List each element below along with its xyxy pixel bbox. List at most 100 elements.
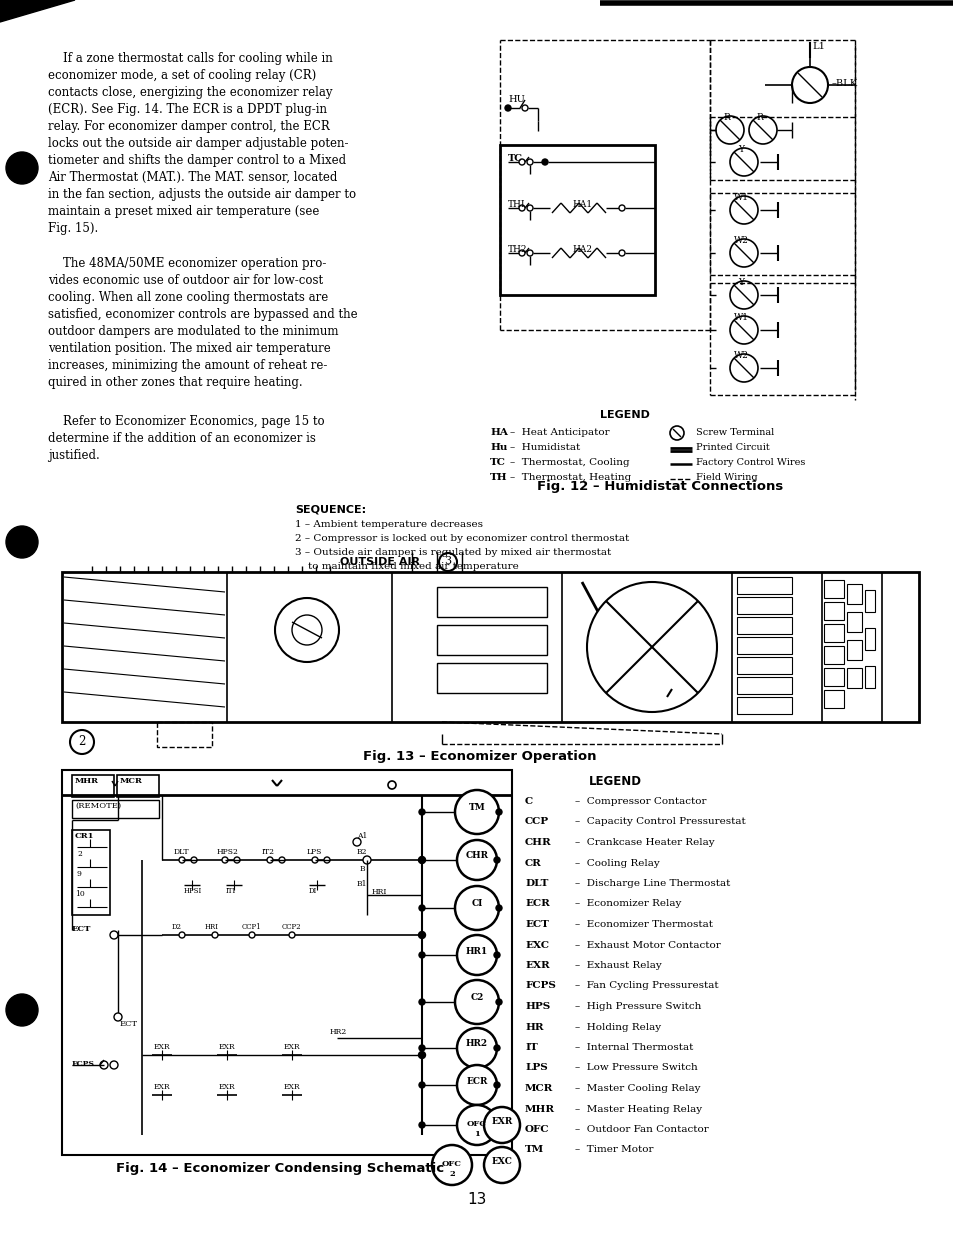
- Text: B1: B1: [356, 881, 367, 888]
- Text: EXC: EXC: [524, 941, 548, 950]
- Text: Refer to Economizer Economics, page 15 to: Refer to Economizer Economics, page 15 t…: [48, 415, 324, 429]
- Text: EXR: EXR: [219, 1044, 235, 1051]
- Text: EXR: EXR: [153, 1044, 171, 1051]
- Circle shape: [418, 857, 424, 863]
- Bar: [436, 625, 546, 655]
- Text: Fig. 12 – Humidistat Connections: Fig. 12 – Humidistat Connections: [537, 480, 782, 493]
- Text: CHR: CHR: [524, 839, 551, 847]
- Text: 2 – Compressor is locked out by economizer control thermostat: 2 – Compressor is locked out by economiz…: [294, 534, 629, 543]
- Bar: [846, 640, 862, 659]
- Circle shape: [179, 932, 185, 939]
- Text: HPS: HPS: [524, 1002, 550, 1011]
- Text: –  Discharge Line Thermostat: – Discharge Line Thermostat: [575, 879, 730, 888]
- Text: –  Heat Anticipator: – Heat Anticipator: [510, 429, 609, 437]
- Text: 2: 2: [449, 1170, 455, 1178]
- Text: –  Economizer Thermostat: – Economizer Thermostat: [575, 920, 712, 929]
- Text: 10: 10: [75, 890, 85, 898]
- Text: HA2: HA2: [572, 245, 592, 254]
- Text: CHR: CHR: [465, 851, 488, 861]
- Text: ventilation position. The mixed air temperature: ventilation position. The mixed air temp…: [48, 342, 331, 354]
- Circle shape: [716, 116, 743, 144]
- Circle shape: [179, 857, 185, 863]
- Circle shape: [212, 932, 218, 939]
- Text: –  High Pressure Switch: – High Pressure Switch: [575, 1002, 700, 1011]
- Text: –  Exhaust Motor Contactor: – Exhaust Motor Contactor: [575, 941, 720, 950]
- Text: C: C: [524, 797, 533, 806]
- Text: W2: W2: [733, 351, 748, 359]
- Text: If a zone thermostat calls for cooling while in: If a zone thermostat calls for cooling w…: [48, 52, 333, 65]
- Bar: [71, 830, 110, 915]
- Circle shape: [456, 1065, 497, 1105]
- Text: 1: 1: [474, 1130, 479, 1137]
- Text: ECT: ECT: [524, 920, 548, 929]
- Circle shape: [191, 857, 196, 863]
- Text: CR: CR: [524, 858, 541, 867]
- Bar: [823, 646, 843, 664]
- Text: Air Thermostat (MAT.). The MAT. sensor, located: Air Thermostat (MAT.). The MAT. sensor, …: [48, 170, 337, 184]
- Text: –  Low Pressure Switch: – Low Pressure Switch: [575, 1063, 697, 1072]
- Text: contacts close, energizing the economizer relay: contacts close, energizing the economize…: [48, 86, 333, 99]
- Circle shape: [418, 1051, 425, 1058]
- Text: 9: 9: [77, 869, 82, 878]
- Circle shape: [418, 931, 425, 939]
- Text: L1: L1: [811, 42, 824, 51]
- Text: –  Capacity Control Pressurestat: – Capacity Control Pressurestat: [575, 818, 745, 826]
- Text: OFC: OFC: [467, 1120, 486, 1128]
- Text: Y: Y: [738, 144, 743, 154]
- Text: HR2: HR2: [330, 1028, 347, 1036]
- Text: MHR: MHR: [75, 777, 99, 785]
- Circle shape: [110, 1061, 118, 1070]
- Circle shape: [496, 809, 501, 815]
- Text: HRI: HRI: [372, 888, 387, 897]
- Text: R: R: [756, 112, 762, 122]
- Circle shape: [363, 856, 371, 864]
- Circle shape: [504, 105, 511, 111]
- Text: EXR: EXR: [284, 1044, 300, 1051]
- Text: LPS: LPS: [524, 1063, 547, 1072]
- Text: HRI: HRI: [205, 923, 219, 931]
- Circle shape: [586, 582, 717, 713]
- Text: –BLK: –BLK: [831, 79, 858, 88]
- Circle shape: [729, 240, 758, 267]
- Circle shape: [526, 159, 533, 165]
- Text: TC: TC: [507, 154, 522, 163]
- Text: ECT: ECT: [71, 925, 91, 932]
- Text: Fig. 14 – Economizer Condensing Schematic: Fig. 14 – Economizer Condensing Schemati…: [116, 1162, 443, 1174]
- Circle shape: [526, 205, 533, 211]
- Bar: [823, 601, 843, 620]
- Text: –  Humidistat: – Humidistat: [510, 443, 579, 452]
- Circle shape: [521, 105, 527, 111]
- Bar: [864, 590, 874, 613]
- Text: Y: Y: [738, 278, 743, 287]
- Text: ECT: ECT: [120, 1020, 138, 1028]
- Text: HA1: HA1: [572, 200, 592, 209]
- Text: vides economic use of outdoor air for low-cost: vides economic use of outdoor air for lo…: [48, 274, 323, 287]
- Circle shape: [418, 809, 424, 815]
- Text: MHR: MHR: [524, 1104, 555, 1114]
- Text: 3 – Outside air damper is regulated by mixed air thermostat: 3 – Outside air damper is regulated by m…: [294, 548, 611, 557]
- Text: –  Timer Motor: – Timer Motor: [575, 1146, 653, 1155]
- Circle shape: [494, 857, 499, 863]
- Text: DLT: DLT: [173, 848, 190, 856]
- Text: R: R: [723, 112, 730, 122]
- Circle shape: [456, 1105, 497, 1145]
- Bar: [737, 637, 791, 655]
- Circle shape: [455, 885, 498, 930]
- Circle shape: [6, 152, 38, 184]
- Circle shape: [518, 159, 524, 165]
- Bar: [846, 613, 862, 632]
- Text: determine if the addition of an economizer is: determine if the addition of an economiz…: [48, 432, 315, 445]
- Text: HR2: HR2: [465, 1040, 488, 1049]
- Circle shape: [113, 1013, 122, 1021]
- Bar: [62, 769, 512, 1155]
- Circle shape: [249, 932, 254, 939]
- Bar: [499, 144, 655, 295]
- Circle shape: [110, 931, 118, 939]
- Text: Fig. 13 – Economizer Operation: Fig. 13 – Economizer Operation: [363, 750, 597, 763]
- Text: justified.: justified.: [48, 450, 100, 462]
- Circle shape: [541, 159, 547, 165]
- Circle shape: [729, 148, 758, 177]
- Text: MCR: MCR: [120, 777, 143, 785]
- Text: TH2: TH2: [507, 245, 527, 254]
- Text: (REMOTE): (REMOTE): [75, 802, 121, 810]
